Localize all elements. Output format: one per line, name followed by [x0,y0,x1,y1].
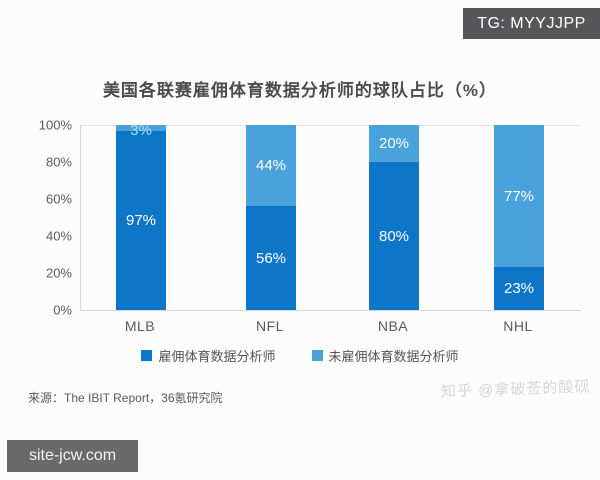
telegram-watermark-badge: TG: MYYJJPP [463,8,600,39]
y-tick-0: 0% [53,302,72,318]
bar-nhl-segment-not-employed: 77% [494,125,544,268]
bar-nfl-segment-not-employed: 44% [246,125,296,207]
y-tick-80: 80% [45,154,72,170]
bar-nba-segment-not-employed: 20% [369,125,419,162]
legend-item-not-employed: 未雇佣体育数据分析师 [311,346,459,365]
legend-swatch-not-employed-icon [311,350,323,361]
bar-mlb-segment-not-employed: 3% [116,123,166,138]
x-label-nba: NBA [377,318,409,334]
plot-area: 3% 97% 44% 56% 20% 80% 77% [80,123,581,311]
bar-nfl-segment-employed: 56% [246,206,296,310]
bar-mlb-employed-label: 97% [125,211,157,229]
bar-mlb: 3% 97% [116,123,166,310]
bar-nba-employed-label: 80% [378,227,410,245]
legend-swatch-employed-icon [141,350,153,361]
bar-nba-segment-employed: 80% [369,162,419,310]
bar-nhl-not-employed-label: 77% [503,187,535,205]
bar-nfl: 44% 56% [246,125,296,310]
y-tick-100: 100% [38,117,72,133]
legend-label-employed: 雇佣体育数据分析师 [158,349,276,364]
legend: 雇佣体育数据分析师 未雇佣体育数据分析师 [0,346,600,365]
y-tick-20: 20% [45,265,72,281]
bar-nfl-employed-label: 56% [255,249,287,267]
y-tick-40: 40% [45,228,72,244]
bar-nba: 20% 80% [369,125,419,310]
gridline-100pct [81,125,581,126]
bar-nhl-employed-label: 23% [503,280,535,298]
bar-mlb-not-employed-label: 3% [130,122,152,140]
bar-nhl: 77% 23% [494,125,544,310]
bar-nba-not-employed-label: 20% [378,135,410,152]
y-tick-60: 60% [45,191,72,207]
x-label-nfl: NFL [256,318,284,334]
bar-nfl-not-employed-label: 44% [255,157,287,175]
bar-nhl-segment-employed: 23% [494,267,544,310]
chart-title: 美国各联赛雇佣体育数据分析师的球队占比（%） [102,81,498,100]
site-watermark-badge: site-jcw.com [7,440,138,472]
x-label-mlb: MLB [124,318,156,334]
x-label-nhl: NHL [503,318,533,334]
source-note: 来源：The IBIT Report，36氪研究院 [28,391,223,405]
bar-mlb-segment-employed: 97% [116,130,166,310]
legend-item-employed: 雇佣体育数据分析师 [141,346,276,365]
zhihu-watermark: 知乎 @拿破莶的酸砚 [440,378,591,401]
legend-label-not-employed: 未雇佣体育数据分析师 [328,349,459,364]
